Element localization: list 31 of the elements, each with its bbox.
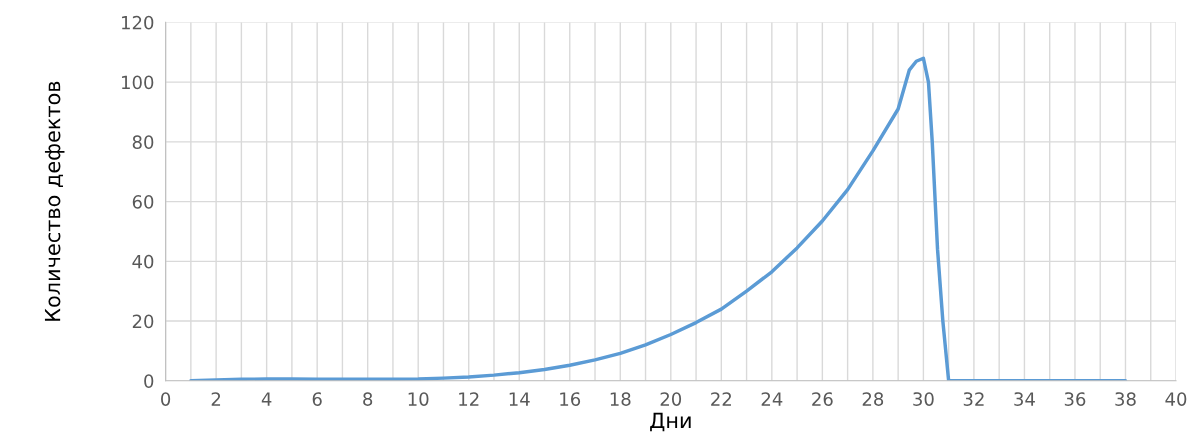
x-tick-label: 20 [660,392,682,406]
x-tick-label: 2 [211,392,221,406]
x-tick-label: 10 [408,392,429,406]
x-tick-label: 12 [459,392,479,406]
x-tick-label: 8 [363,392,373,406]
y-tick-label: 80 [132,135,154,149]
y-tick-label: 100 [122,75,154,90]
x-tick-label: 16 [560,392,581,406]
x-tick-label: 24 [761,392,783,406]
x-tick-label: 26 [812,392,833,406]
x-axis-title: Дни [650,412,691,432]
x-tick-label: 14 [509,392,530,406]
x-tick-label: 0 [161,392,171,406]
y-tick-label: 120 [122,15,154,30]
x-tick-label: 40 [1165,392,1187,406]
x-tick-label: 34 [1014,392,1035,406]
y-tick-label: 60 [132,195,154,209]
x-tick-label: 30 [913,392,934,406]
x-tick-label: 36 [1064,392,1086,406]
x-tick-label: 22 [711,392,731,406]
y-tick-label: 0 [144,374,154,388]
x-tick-label: 6 [312,392,322,406]
y-tick-label: 20 [132,314,154,329]
y-tick-label: 40 [132,254,154,269]
x-tick-label: 32 [963,392,984,406]
x-tick-label: 4 [261,392,272,406]
x-tick-label: 38 [1115,392,1136,406]
x-tick-label: 28 [862,392,884,406]
y-axis-title: Количество дефектов [44,81,65,321]
line-series [189,56,1128,381]
x-tick-label: 18 [610,392,631,406]
